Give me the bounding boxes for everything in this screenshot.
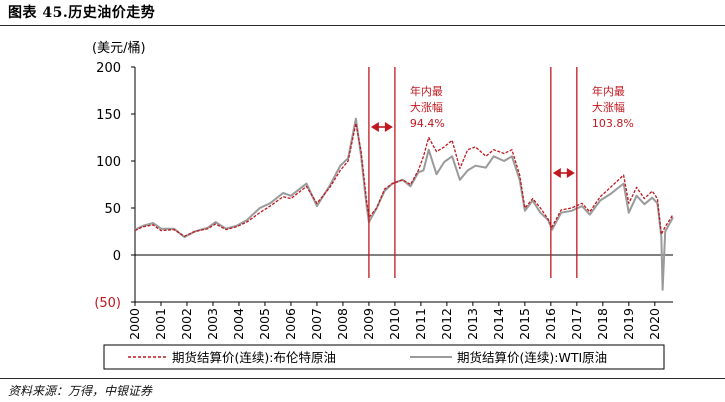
x-tick-label: 2011 [413,308,428,340]
x-tick-label: 2004 [231,308,246,340]
y-tick-label: 150 [96,108,121,123]
legend-wti-label: 期货结算价(连续):WTI原油 [457,350,607,365]
x-tick-label: 2008 [335,308,350,340]
title-rule [0,25,725,26]
annotation-text: 年内最 [410,84,443,98]
x-tick-label: 2009 [361,308,376,340]
source-rule [0,378,725,379]
legend-box [103,344,665,370]
x-tick-label: 2006 [283,308,298,340]
annotation-arrow-head-left [370,122,379,132]
annotation-text: 年内最 [592,84,625,98]
annotation-text: 大涨幅 [410,100,443,114]
x-tick-label: 2020 [647,308,662,340]
source-note: 资料来源：万得，中银证券 [8,384,153,398]
annotation-text: 大涨幅 [592,100,625,114]
x-ticks: 2000 2001 2002 2003 2004 2005 2006 2007 2008 2009… [127,302,662,340]
annotation-arrow-head-right [384,122,393,132]
y-tick-label: 0 [113,249,121,264]
x-tick-label: 2007 [309,308,324,340]
y-tick-label: 50 [104,202,121,217]
x-tick-label: 2013 [465,308,480,340]
annotation-text: 94.4% [410,117,445,130]
wti-series-line [134,117,674,291]
y-tick-label: 200 [96,61,121,76]
y-unit-label: (美元/桶) [92,41,146,56]
x-tick-label: 2003 [205,308,220,340]
x-tick-label: 2000 [127,308,142,340]
annotation-arrow-head-left [552,168,561,178]
figure-title: 图表 45.历史油价走势 [8,5,156,21]
legend-brent-label: 期货结算价(连续):布伦特原油 [172,350,336,365]
x-tick-label: 2001 [153,308,168,340]
x-tick-label: 2012 [439,308,454,340]
x-tick-label: 2014 [491,308,506,340]
x-tick-label: 2002 [179,308,194,340]
y-tick-label: (50) [94,296,121,311]
x-tick-label: 2017 [569,308,584,340]
oil-price-chart: (美元/桶) 200 150 100 50 0 (50) 2000 2001 2002 2003… [92,41,674,370]
x-tick-label: 2018 [595,308,610,340]
annotation-text: 103.8% [592,117,634,130]
x-tick-label: 2005 [257,308,272,340]
x-tick-label: 2019 [621,308,636,340]
x-tick-label: 2016 [543,308,558,340]
x-tick-label: 2010 [387,308,402,340]
y-tick-label: 100 [96,155,121,170]
annotation-arrow-head-right [566,168,575,178]
x-tick-label: 2015 [517,308,532,340]
y-ticks: 200 150 100 50 0 (50) [94,61,135,311]
series-layer [134,117,674,291]
